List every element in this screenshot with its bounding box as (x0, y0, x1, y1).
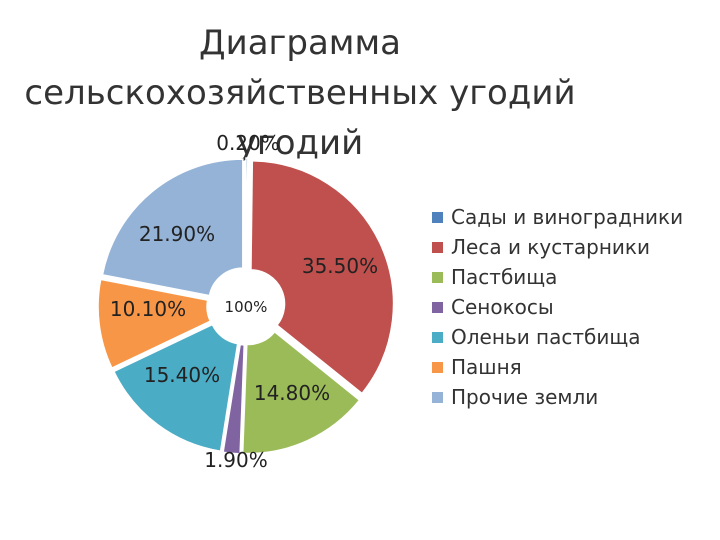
legend-item-lesa: Леса и кустарники (432, 232, 683, 262)
legend-swatch (432, 241, 443, 253)
legend-swatch (432, 361, 443, 373)
data-label-oleni: 15.40% (144, 363, 220, 387)
slice-sady (245, 157, 249, 268)
legend-label: Пастбища (451, 265, 558, 289)
slice-pashnya (97, 278, 212, 370)
slice-lesa (250, 160, 395, 395)
legend-swatch (432, 271, 443, 283)
legend-swatch (432, 211, 443, 223)
legend-label: Прочие земли (451, 385, 599, 409)
center-label: 100% (225, 298, 268, 316)
legend-label: Пашня (451, 355, 522, 379)
legend-swatch (432, 301, 443, 313)
legend-item-sady: Сады и виноградники (432, 202, 683, 232)
slice-oleni (112, 323, 239, 453)
chart-title: Диаграмма сельскохозяйственных угодий уг… (24, 23, 576, 163)
slice-senokosy (222, 343, 246, 455)
legend-item-oleni: Оленьи пастбища (432, 322, 683, 352)
legend-item-prochie: Прочие земли (432, 382, 683, 412)
data-label-senokosy: 1.90% (204, 448, 268, 472)
legend-item-pastbisha: Пастбища (432, 262, 683, 292)
data-label-prochie: 21.90% (139, 222, 215, 246)
data-label-pastbisha: 14.80% (254, 381, 330, 405)
legend-label: Сенокосы (451, 295, 554, 319)
legend: Сады и виноградники Леса и кустарники Паст… (432, 202, 683, 412)
legend-label: Сады и виноградники (451, 205, 684, 229)
legend-swatch (432, 391, 443, 403)
legend-label: Оленьи пастбища (451, 325, 641, 349)
data-label-sady: 0.20% (216, 131, 280, 155)
legend-label: Леса и кустарники (451, 235, 650, 259)
slice-prochie (101, 158, 244, 297)
slice-pastbisha (241, 330, 361, 455)
data-label-lesa: 35.50% (302, 254, 378, 278)
legend-swatch (432, 331, 443, 343)
legend-item-pashnya: Пашня (432, 352, 683, 382)
data-label-pashnya: 10.10% (110, 297, 186, 321)
legend-item-senokosy: Сенокосы (432, 292, 683, 322)
